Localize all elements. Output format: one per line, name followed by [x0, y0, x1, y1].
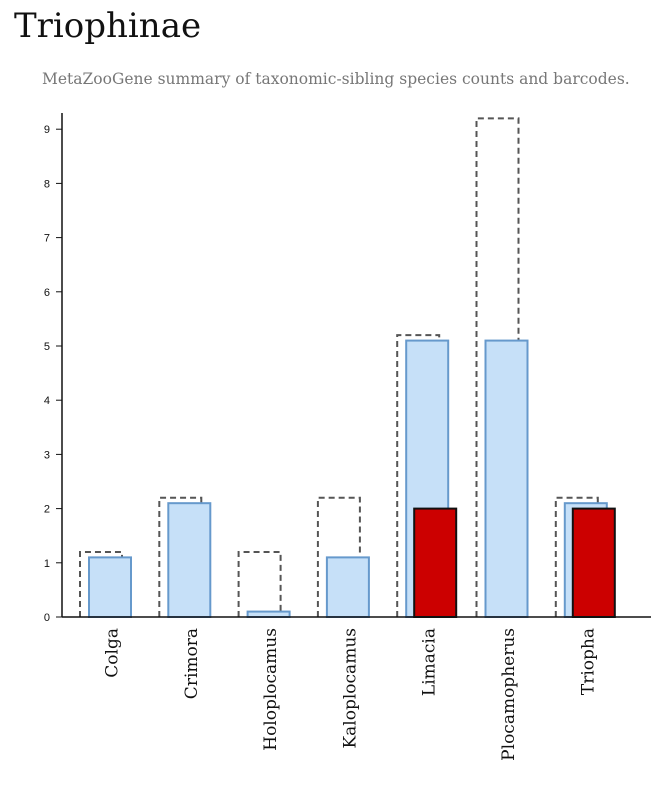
labels-layer: Colga Crimora Holoplocamus Kaloplocamus Lima…: [103, 628, 599, 761]
category-label-limacia: Limacia: [420, 628, 440, 696]
blue-bar-plocamopherus: [484, 339, 529, 618]
red-bar-triopha: [571, 507, 616, 619]
category-label-colga: Colga: [103, 628, 123, 678]
y-tick-label-4: 4: [44, 395, 50, 407]
y-tick-label-7: 7: [44, 233, 50, 245]
y-tick-label-5: 5: [44, 341, 50, 353]
blue-bar-colga: [88, 556, 132, 619]
page-subtitle: MetaZooGene summary of taxonomic-sibling…: [42, 70, 630, 88]
dashed-bar-colga: [79, 550, 123, 617]
y-tick-label-2: 2: [44, 504, 50, 516]
category-label-holoplocamus: Holoplocamus: [261, 628, 281, 751]
y-tick-label-8: 8: [44, 178, 50, 190]
blue-bar-crimora: [167, 502, 212, 618]
category-label-triopha: Triopha: [578, 628, 598, 695]
y-tick-label-9: 9: [44, 124, 50, 136]
blue-bar-kaloplocamus: [325, 556, 370, 619]
page-title: Triophinae: [14, 6, 202, 46]
red-bar-limacia: [413, 507, 458, 619]
y-tick-label-1: 1: [44, 558, 50, 570]
category-label-plocamopherus: Plocamopherus: [499, 628, 519, 761]
category-label-crimora: Crimora: [182, 628, 202, 699]
axes-layer: 0 1 2 3 4 5 6 7 8 9: [44, 112, 651, 624]
bars-layer: [79, 117, 616, 619]
blue-bar-holoplocamus: [246, 610, 291, 619]
y-tick-label-6: 6: [44, 287, 50, 299]
category-label-kaloplocamus: Kaloplocamus: [340, 628, 360, 749]
y-tick-label-0: 0: [44, 612, 50, 624]
y-tick-label-3: 3: [44, 449, 50, 461]
dashed-bar-holoplocamus: [237, 550, 282, 617]
